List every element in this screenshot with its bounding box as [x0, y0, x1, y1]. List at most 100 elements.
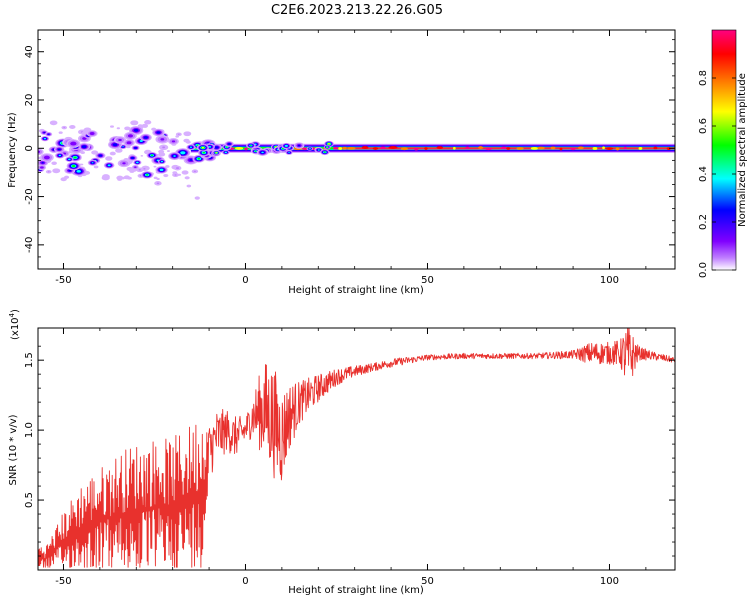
ridge-peak — [484, 147, 493, 151]
blob-contour — [47, 133, 50, 135]
ridge-peak — [530, 146, 539, 150]
spectrogram-blob — [116, 127, 120, 130]
spectrogram-blob — [117, 159, 131, 168]
colorbar-tick-label: 0.4 — [698, 166, 709, 182]
blob-contour — [175, 167, 180, 170]
blob-contour — [116, 127, 120, 130]
spectrogram-blob — [183, 131, 192, 137]
blob-contour — [173, 155, 176, 157]
spectrogram-blob — [186, 184, 192, 188]
spectrogram-blob — [175, 132, 182, 137]
spectrogram-blob — [324, 140, 334, 147]
blob-contour — [76, 169, 81, 173]
spectrogram-blob — [49, 120, 58, 126]
spectrogram-blob — [110, 125, 114, 128]
blob-contour — [91, 162, 94, 164]
spectrogram-blob — [45, 132, 53, 137]
blob-contour — [60, 177, 67, 182]
blob-contour — [194, 196, 200, 200]
spectrogram-blob — [124, 126, 131, 131]
ridge-peak — [478, 146, 484, 149]
spectrogram-blob — [186, 144, 196, 151]
spectrogram-blob — [65, 156, 74, 162]
ridge-peak — [550, 146, 556, 150]
snr-ticks — [38, 328, 675, 570]
blob-contour — [174, 174, 177, 176]
snr-y-tick-label: 1.0 — [24, 422, 35, 438]
ridge-peak — [400, 147, 408, 151]
blob-contour — [38, 149, 43, 155]
spectrogram-blob — [224, 141, 234, 147]
blob-contour — [122, 162, 126, 165]
blob-contour — [162, 146, 166, 149]
blob-contour — [297, 144, 301, 147]
blob-contour — [181, 170, 189, 175]
blob-contour — [126, 141, 132, 145]
blob-contour — [120, 176, 125, 180]
ridge-peak — [506, 147, 511, 150]
blob-contour — [153, 165, 157, 168]
blob-contour — [323, 151, 326, 153]
snr-line — [38, 328, 675, 568]
blob-contour — [89, 132, 95, 136]
blob-contour — [98, 154, 103, 157]
spectrogram-blob — [155, 135, 170, 144]
blob-contour — [127, 134, 134, 138]
spectrogram-blob — [45, 170, 52, 174]
spectrogram-blob — [66, 139, 81, 148]
figure-title: C2E6.2023.213.22.26.G05 — [271, 3, 443, 18]
snr-x-tick-label: 100 — [600, 576, 619, 587]
ridge-peak — [338, 147, 343, 150]
ridge-peak — [653, 146, 658, 150]
spectrogram-blob — [141, 166, 148, 171]
spectrogram-blob — [52, 168, 61, 174]
blob-contour — [70, 141, 77, 146]
ridge-peak — [452, 146, 456, 150]
spectrogram-blob — [293, 142, 305, 149]
blob-contour — [193, 170, 196, 173]
spectrogram-x-tick-labels: -50 0 50 100 — [55, 275, 619, 286]
blob-contour — [177, 173, 182, 176]
blob-contour — [58, 131, 63, 134]
ridge-peak — [623, 146, 627, 150]
spectrogram-y-tick-label: 20 — [24, 94, 35, 107]
spectrogram-blob — [177, 173, 182, 176]
spectrogram-blob — [155, 166, 168, 174]
blob-contour — [156, 131, 161, 134]
snr-x-tick-labels: -50 0 50 100 — [55, 576, 619, 587]
blob-contour — [327, 143, 331, 145]
spectrogram-blob — [306, 146, 313, 151]
snr-x-tick-label: -50 — [55, 576, 71, 587]
ridge-peak — [424, 147, 428, 150]
snr-x-tick-label: 50 — [421, 576, 434, 587]
spectrogram-x-tick-label: 100 — [600, 275, 619, 286]
colorbar-ticks: 0.0 0.2 0.4 0.6 0.8 — [698, 70, 736, 278]
ridge-peak — [361, 146, 369, 149]
ridge-peak — [500, 146, 508, 150]
spectrogram-x-tick-label: -50 — [55, 275, 71, 286]
blob-contour — [43, 137, 47, 140]
spectrogram-x-tick-label: 50 — [421, 275, 434, 286]
blob-contour — [72, 165, 76, 168]
spectrogram-blob — [105, 156, 113, 161]
spectrogram-blob — [131, 145, 140, 151]
blob-contour — [112, 143, 118, 147]
ridge-peak — [302, 147, 308, 151]
spectrogram-blob — [185, 140, 191, 144]
blob-contour — [163, 173, 169, 178]
colorbar-gradient — [711, 29, 737, 271]
blob-contour — [109, 151, 116, 156]
ridge-peak — [615, 147, 620, 151]
ridge-peak — [537, 146, 545, 150]
spectrogram-blob — [140, 155, 144, 157]
blob-contour — [139, 140, 143, 142]
blob-contour — [73, 156, 77, 159]
ridge-peak — [244, 147, 248, 151]
spectrogram-blob — [212, 150, 221, 156]
spectrogram-x-axis-label: Height of straight line (km) — [288, 285, 424, 296]
spectrogram-blob — [58, 131, 63, 134]
spectrogram-blob — [127, 176, 132, 180]
spectrogram-blob — [246, 142, 256, 149]
blob-contour — [284, 144, 288, 147]
